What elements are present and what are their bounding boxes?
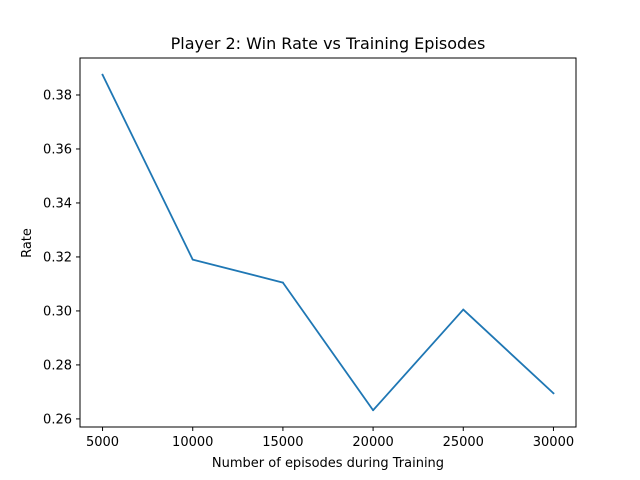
y-tick-label: 0.30: [43, 304, 72, 319]
y-tick-label: 0.34: [43, 196, 72, 211]
data-point: [462, 308, 465, 311]
y-tick-label: 0.26: [43, 412, 72, 427]
data-point: [372, 409, 374, 412]
y-tick-label: 0.32: [43, 250, 72, 265]
x-tick-label: 15000: [262, 435, 303, 450]
x-axis-title: Number of episodes during Training: [212, 456, 444, 471]
y-tick-label: 0.28: [43, 358, 72, 373]
data-point: [552, 392, 555, 395]
chart-title: Player 2: Win Rate vs Training Episodes: [171, 34, 486, 53]
series-line: [101, 73, 555, 412]
plot-area: [80, 58, 576, 427]
data-point: [191, 258, 194, 261]
x-tick-label: 30000: [533, 435, 574, 450]
y-axis: 0.26 0.28 0.30 0.32 0.34 0.36 0.38: [43, 88, 80, 427]
y-tick-label: 0.36: [43, 142, 72, 157]
axes-frame: [79, 57, 577, 428]
x-tick-label: 5000: [86, 435, 119, 450]
x-tick-label: 20000: [352, 435, 393, 450]
series-layer: [101, 73, 555, 412]
data-point: [282, 281, 284, 284]
y-axis-title: Rate: [20, 228, 35, 258]
x-tick-label: 25000: [443, 435, 484, 450]
y-tick-label: 0.38: [43, 88, 72, 103]
x-axis: 5000 10000 15000 20000 25000 30000: [86, 427, 574, 450]
x-tick-label: 10000: [172, 435, 213, 450]
data-point: [101, 73, 104, 76]
